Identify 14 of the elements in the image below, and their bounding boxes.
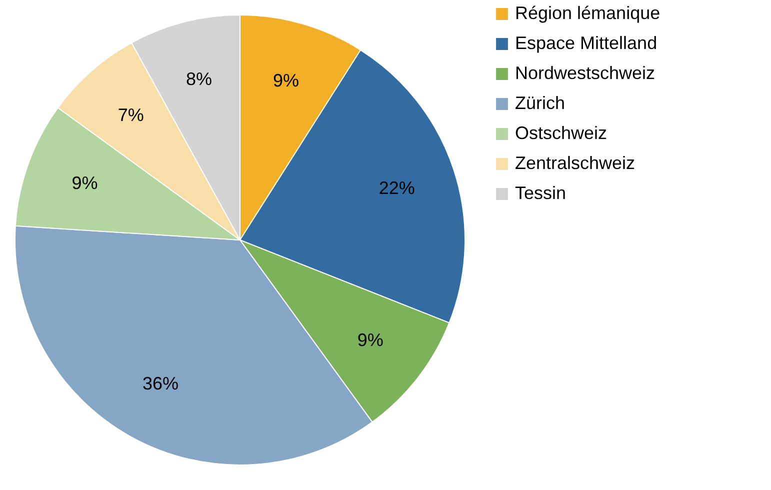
data-label: 9%: [72, 173, 98, 194]
legend-label: Zentralschweiz: [515, 153, 636, 173]
legend-label: Région lémanique: [515, 3, 660, 23]
legend-label: Tessin: [515, 183, 566, 203]
data-label: 36%: [142, 374, 179, 394]
legend-label: Ostschweiz: [515, 123, 608, 143]
legend-label: Espace Mittelland: [515, 33, 658, 53]
data-label: 9%: [273, 70, 300, 91]
data-label: 9%: [357, 330, 384, 350]
legend-label: Nordwestschweiz: [515, 63, 656, 83]
data-label: 8%: [186, 69, 212, 90]
data-label: 22%: [378, 178, 415, 198]
legend-label: Zürich: [515, 93, 566, 113]
data-label: 7%: [118, 105, 144, 126]
